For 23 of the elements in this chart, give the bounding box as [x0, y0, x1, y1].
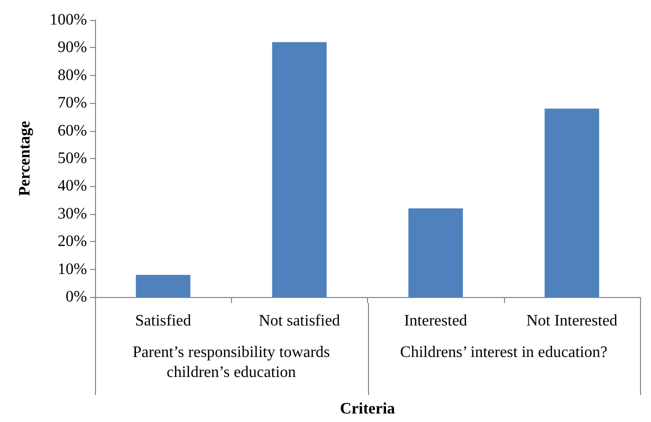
y-tick-label: 10%: [58, 260, 87, 278]
y-tick-label: 90%: [58, 39, 87, 56]
y-tick-label: 70%: [58, 94, 87, 112]
bar: [408, 208, 463, 297]
y-tick-label: 50%: [58, 150, 87, 167]
bar: [136, 274, 190, 297]
x-tick-label: Interested: [404, 312, 468, 330]
y-tick-label: 80%: [58, 66, 87, 84]
text: Parent’s responsibility towards children’s education: [132, 343, 331, 383]
y-tick-label: 60%: [58, 122, 87, 140]
text: Childrens’ interest in education?: [399, 343, 608, 363]
bar: [272, 42, 327, 297]
bar: [544, 108, 600, 297]
y-axis-title: Percentage: [16, 120, 34, 196]
y-tick-label: 0%: [66, 288, 87, 306]
x-axis-title: Criteria: [340, 400, 396, 418]
y-tick-label: 20%: [58, 233, 87, 250]
x-tick-label: Not Interested: [526, 312, 618, 330]
y-tick-label: 100%: [50, 12, 87, 28]
x-tick-label: Not satisfied: [258, 312, 340, 330]
y-tick-label: 30%: [58, 205, 87, 222]
x-tick-label: Satisfied: [135, 312, 192, 330]
y-tick-label: 40%: [58, 178, 87, 195]
